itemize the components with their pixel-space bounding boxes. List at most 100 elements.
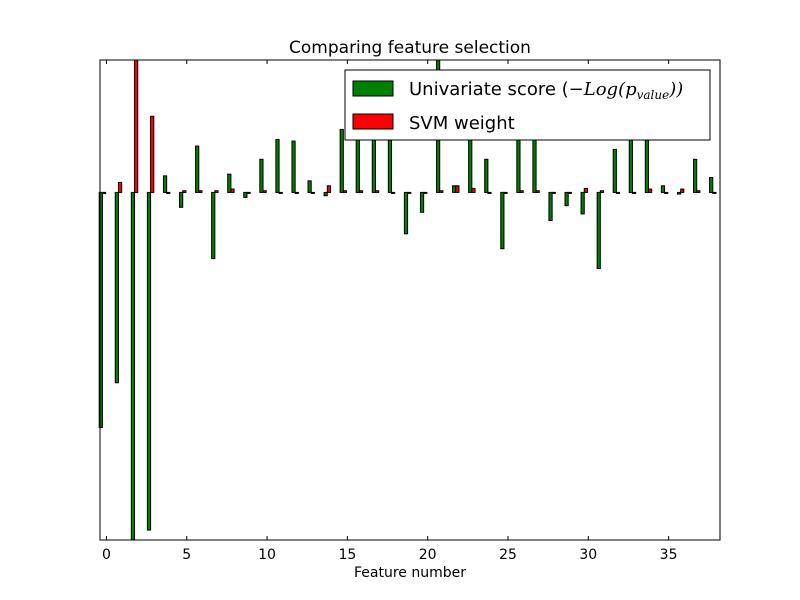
- bar-univariate-18: [387, 135, 393, 193]
- bar-univariate-8: [227, 173, 232, 193]
- bar-univariate-6: [195, 145, 200, 193]
- bar-univariate-23: [468, 135, 473, 193]
- x-tick-label-20: 20: [419, 547, 437, 563]
- bar-svm-37: [696, 190, 701, 193]
- bar-univariate-17: [371, 135, 376, 193]
- legend-label-univariate-subscript: value: [637, 88, 670, 102]
- x-axis-label: Feature number: [354, 565, 466, 581]
- bar-svm-31: [599, 190, 605, 193]
- bar-univariate-29: [564, 191, 569, 207]
- bar-univariate-4: [162, 175, 168, 193]
- bar-univariate-38: [709, 177, 714, 193]
- bar-svm-16: [358, 190, 364, 193]
- bar-univariate-37: [693, 158, 698, 193]
- x-tick-label-10: 10: [258, 547, 276, 563]
- x-axis-ticks: 0 5 10 15 20 25 30 35: [102, 60, 678, 563]
- legend-label-univariate-suffix: )): [668, 79, 683, 100]
- bar-univariate-7: [211, 191, 216, 260]
- bar-svm-15: [342, 190, 348, 193]
- bar-svm-29: [567, 191, 572, 194]
- bar-univariate-20: [419, 191, 425, 213]
- bar-univariate-12: [291, 140, 296, 193]
- bar-svm-1: [117, 181, 123, 193]
- bar-svm-32: [615, 191, 621, 194]
- bar-svm-14: [326, 185, 331, 193]
- bar-svm-2: [134, 59, 139, 193]
- bar-univariate-24: [484, 158, 489, 193]
- bar-svm-17: [374, 190, 380, 193]
- bar-svm-19: [407, 191, 412, 194]
- bar-svm-23: [471, 187, 476, 193]
- bar-univariate-27: [532, 138, 537, 193]
- bar-svm-36: [680, 188, 685, 193]
- bar-univariate-25: [500, 191, 505, 250]
- bar-univariate-31: [596, 191, 601, 270]
- bar-univariate-1: [114, 191, 119, 384]
- bar-svm-7: [214, 190, 219, 193]
- bar-svm-12: [294, 191, 299, 194]
- axis-frame: [99, 59, 721, 541]
- bar-svm-8: [230, 188, 235, 193]
- bar-univariate-11: [275, 138, 280, 193]
- x-tick-label-5: 5: [182, 547, 191, 563]
- bar-svm-9: [246, 191, 251, 194]
- bar-svm-24: [487, 191, 492, 194]
- bar-univariate-33: [628, 135, 633, 193]
- x-tick-label-25: 25: [499, 547, 517, 563]
- bar-svm-25: [503, 191, 508, 194]
- legend: Univariate score (−Log(pvalue)) SVM weig…: [344, 69, 711, 141]
- bar-univariate-9: [243, 191, 248, 198]
- bar-svm-38: [712, 191, 717, 194]
- bar-univariate-32: [612, 148, 617, 193]
- legend-label-univariate-math: −Log(p: [569, 79, 637, 100]
- bar-univariate-34: [644, 132, 650, 193]
- bar-univariate-16: [355, 138, 360, 193]
- bar-svm-34: [648, 188, 653, 193]
- chart-title: Comparing feature selection: [289, 38, 531, 58]
- legend-label-univariate: Univariate score (−Log(pvalue)): [409, 79, 683, 102]
- x-tick-label-15: 15: [338, 547, 356, 563]
- bar-svm-30: [583, 187, 588, 193]
- bar-svm-28: [551, 191, 556, 194]
- x-tick-label-35: 35: [660, 547, 678, 563]
- bar-svm-0: [101, 191, 107, 194]
- bar-svm-18: [391, 191, 396, 194]
- bar-svm-5: [182, 190, 187, 193]
- bar-svm-6: [198, 190, 203, 193]
- bar-univariate-13: [307, 180, 312, 193]
- bar-univariate-0: [98, 191, 103, 428]
- legend-swatch-univariate: [352, 80, 394, 97]
- bar-univariate-15: [339, 129, 344, 193]
- bar-univariate-36: [676, 191, 682, 195]
- bar-univariate-14: [323, 191, 328, 197]
- bars-layer: [98, 59, 717, 541]
- bar-univariate-2: [130, 191, 136, 541]
- bar-univariate-5: [179, 191, 184, 208]
- x-tick-label-0: 0: [102, 547, 111, 563]
- bar-univariate-35: [660, 185, 666, 193]
- x-tick-label-30: 30: [579, 547, 597, 563]
- bar-svm-3: [150, 115, 155, 193]
- bar-svm-22: [455, 185, 460, 193]
- bar-svm-35: [664, 191, 669, 194]
- legend-frame: [344, 69, 711, 141]
- legend-label-svm: SVM weight: [409, 113, 515, 134]
- bar-univariate-30: [580, 191, 585, 215]
- bar-univariate-10: [259, 158, 264, 193]
- bar-svm-20: [423, 191, 428, 194]
- bar-svm-21: [439, 190, 444, 193]
- bar-svm-4: [166, 191, 171, 194]
- bar-svm-11: [278, 191, 283, 194]
- bar-univariate-28: [548, 191, 553, 222]
- bar-univariate-19: [403, 191, 409, 235]
- legend-swatch-svm: [352, 113, 394, 130]
- bar-svm-27: [535, 190, 540, 193]
- bar-svm-26: [519, 190, 524, 193]
- legend-label-univariate-prefix: Univariate score (: [409, 79, 569, 100]
- bar-univariate-3: [146, 191, 152, 531]
- bar-svm-13: [310, 191, 315, 194]
- bar-svm-10: [262, 190, 267, 193]
- bar-univariate-26: [516, 132, 521, 193]
